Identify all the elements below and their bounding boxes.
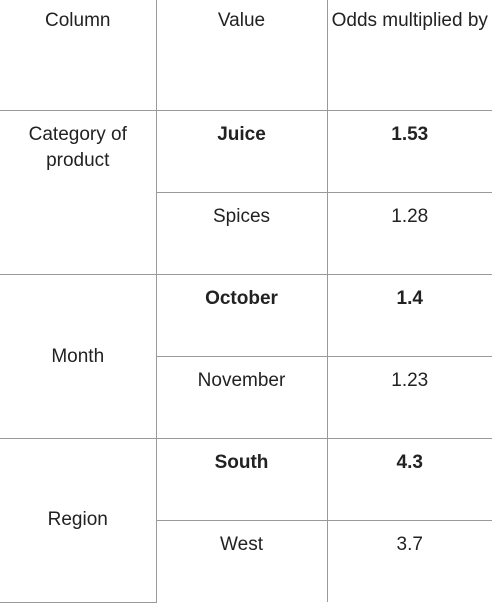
odds-cell: 3.7 bbox=[326, 520, 492, 602]
odds-cell: 1.4 bbox=[326, 274, 492, 357]
group-label-category: Category of product bbox=[0, 110, 157, 275]
odds-cell: 4.3 bbox=[326, 438, 492, 521]
table-row: Category of product Juice 1.53 bbox=[0, 110, 492, 275]
header-odds: Odds multiplied by bbox=[326, 0, 492, 111]
group-label-month: Month bbox=[0, 274, 157, 439]
group-label-region: Region bbox=[0, 438, 157, 603]
value-cell: South bbox=[155, 438, 328, 521]
value-cell: Spices bbox=[156, 192, 328, 275]
odds-cell: 1.53 bbox=[326, 110, 492, 193]
table-row: Region South 4.3 bbox=[0, 438, 492, 603]
value-cell: West bbox=[156, 520, 328, 602]
odds-cell: 1.23 bbox=[326, 356, 492, 439]
header-row: Column Value Odds multiplied by bbox=[0, 0, 492, 111]
value-cell: November bbox=[156, 356, 328, 439]
odds-cell: 1.28 bbox=[326, 192, 492, 275]
value-cell: Juice bbox=[155, 110, 328, 193]
table-row: Month October 1.4 bbox=[0, 274, 492, 439]
table-row: Spices 1.28 bbox=[0, 192, 492, 275]
header-column: Column bbox=[0, 0, 157, 111]
header-value: Value bbox=[155, 0, 328, 111]
value-cell: October bbox=[155, 274, 328, 357]
